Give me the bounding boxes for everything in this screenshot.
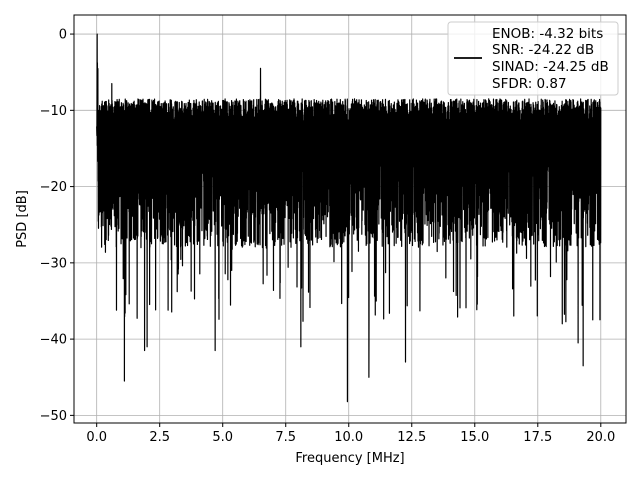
x-tick-label: 15.0 [460,430,489,445]
x-tick-label: 12.5 [397,430,426,445]
x-tick-label: 17.5 [523,430,552,445]
y-ticks: 0 −10 −20 −30 −40 −50 [40,28,74,424]
x-tick-label: 7.5 [275,430,296,445]
x-tick-label: 0.0 [86,430,107,445]
x-tick-label: 10.0 [334,430,363,445]
legend-enob: ENOB: -4.32 bits [492,26,603,42]
y-tick-label: −50 [40,409,67,424]
axes-frame [73,14,627,424]
y-tick-label: −20 [40,180,67,195]
x-axis-label: Frequency [MHz] [295,451,404,466]
legend-snr: SNR: -24.22 dB [492,42,594,58]
y-axis-label: PSD [dB] [15,190,30,248]
legend: ENOB: -4.32 bits SNR: -24.22 dB SINAD: -… [447,21,619,96]
y-tick-label: −40 [40,333,67,348]
legend-sfdr: SFDR: 0.87 [492,76,567,92]
psd-series-line [96,33,602,403]
legend-box [447,21,619,96]
legend-sinad: SINAD: -24.25 dB [492,59,609,75]
y-tick-label: 0 [59,28,67,43]
x-tick-label: 20.0 [586,430,615,445]
plot-area [96,33,602,403]
y-tick-label: −30 [40,256,67,271]
y-tick-label: −10 [40,104,67,119]
x-tick-label: 5.0 [212,430,233,445]
x-ticks: 0.0 2.5 5.0 7.5 10.0 12.5 15.0 17.5 20.0 [86,423,615,445]
x-tick-label: 2.5 [149,430,170,445]
